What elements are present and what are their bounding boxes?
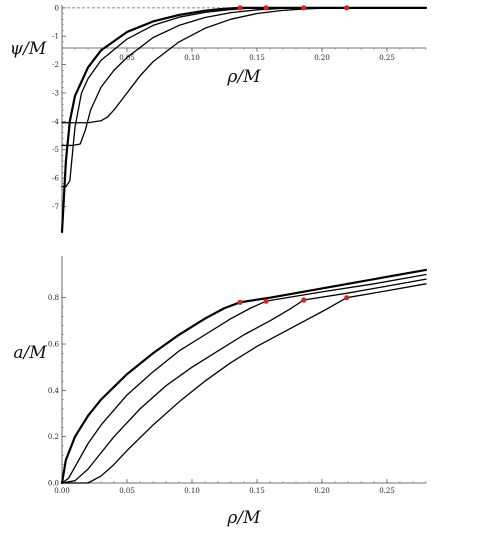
- y-tick-label: 0.4: [48, 387, 60, 395]
- x-tick-label: 0.20: [314, 54, 330, 62]
- y-axis-label: a/M: [13, 343, 47, 363]
- x-tick-label: 0.15: [249, 54, 265, 62]
- x-tick-label: 0.20: [314, 487, 330, 495]
- a-panel: 0.0 0.2 0.4 0.6 0.8 0.00 0.05 0.10 0.15 0.20 0.25 ρ…: [13, 256, 428, 528]
- x-tick-label: 0.25: [379, 54, 395, 62]
- series-marker-3: [301, 297, 307, 303]
- series-line-4: [61, 7, 427, 124]
- y-tick-label: 0.8: [48, 294, 59, 302]
- psi-panel: 0-1-2-3-4-5-6-70.05 0.10 0.15 0.20 0.25ρ/Mψ/…: [10, 4, 428, 234]
- x-tick-label: 0.05: [119, 487, 135, 495]
- y-tick-label: -7: [52, 203, 59, 211]
- series-line-1: [60, 268, 428, 485]
- series-marker-3: [301, 5, 307, 11]
- x-tick-label: 0.10: [184, 487, 200, 495]
- series-line-3: [61, 278, 427, 484]
- series-marker-2: [263, 5, 269, 11]
- series-marker-4: [344, 5, 350, 11]
- series-line-1: [60, 6, 428, 234]
- x-axis-label: ρ/M: [226, 508, 261, 528]
- y-tick-label: -4: [52, 118, 59, 126]
- y-axis-label: ψ/M: [10, 39, 47, 59]
- y-tick-label: -1: [52, 33, 59, 41]
- series-line-2: [61, 7, 427, 188]
- x-tick-label: 0.15: [249, 487, 265, 495]
- y-tick-label: -3: [52, 89, 59, 97]
- x-tick-label: 0.10: [184, 54, 200, 62]
- series-line-2: [61, 273, 427, 484]
- y-tick-label: -6: [52, 175, 59, 183]
- y-tick-label: 0: [55, 4, 59, 12]
- series-marker-4: [344, 295, 350, 301]
- x-tick-label: 0.25: [379, 487, 395, 495]
- y-tick-label: -2: [52, 61, 59, 69]
- y-tick-label: 0.6: [48, 341, 60, 349]
- series-marker-2: [263, 298, 269, 304]
- y-tick-label: 0.2: [48, 433, 59, 441]
- x-axis-label: ρ/M: [226, 67, 261, 87]
- y-tick-label: 0.0: [48, 480, 59, 488]
- series-marker-1: [237, 5, 243, 11]
- y-tick-label: -5: [52, 146, 59, 154]
- series-line-4: [61, 283, 427, 484]
- series-line-3: [61, 7, 427, 147]
- series-marker-1: [237, 299, 243, 305]
- x-tick-label: 0.00: [54, 487, 70, 495]
